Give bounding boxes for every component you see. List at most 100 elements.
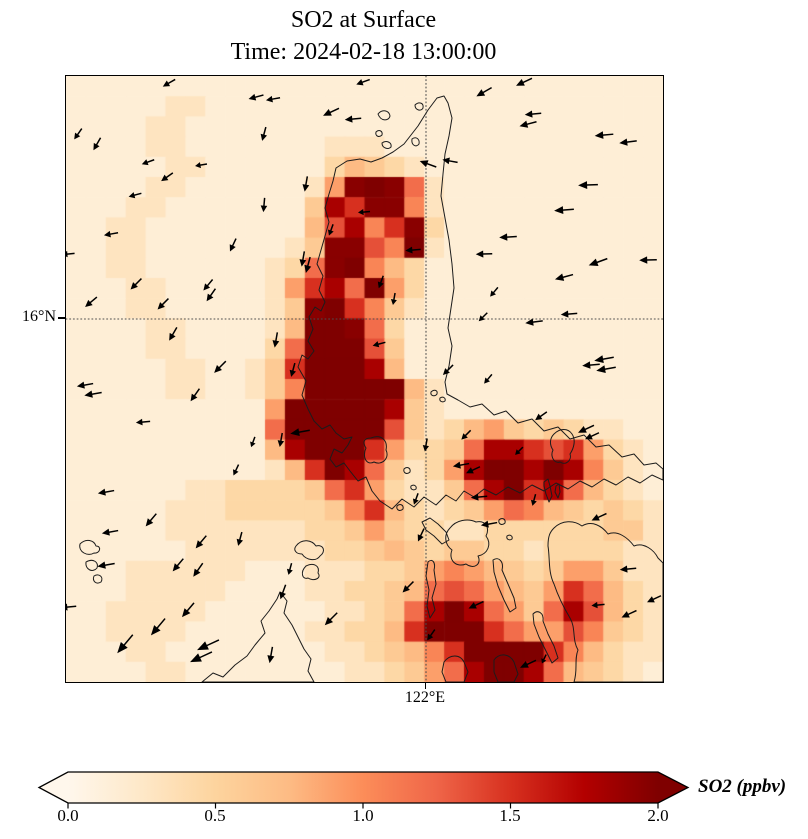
coastline	[414, 102, 424, 111]
wind-arrow	[128, 192, 142, 199]
coastline	[294, 540, 324, 561]
map-overlay	[66, 76, 663, 682]
coastlines	[79, 95, 663, 682]
colorbar-tick-2: 1.0	[352, 806, 374, 825]
wind-arrow	[161, 172, 174, 182]
wind-arrow	[103, 230, 119, 238]
colorbar	[37, 771, 690, 809]
wind-arrow	[594, 131, 614, 139]
wind-arrow	[195, 162, 208, 169]
coastline	[425, 559, 437, 619]
wind-arrow	[130, 278, 142, 290]
wind-arrow	[621, 609, 637, 618]
colorbar-tick-0: 0.0	[57, 806, 79, 825]
coastline	[554, 483, 561, 499]
wind-arrow	[97, 561, 115, 569]
wind-arrow	[478, 312, 488, 322]
wind-arrow	[195, 535, 207, 549]
wind-arrow	[466, 466, 481, 474]
wind-arrow	[560, 310, 578, 318]
wind-arrow	[554, 206, 574, 214]
wind-arrow	[535, 411, 548, 421]
coastline	[411, 137, 420, 147]
coastline	[498, 518, 506, 525]
wind-arrow	[236, 531, 244, 546]
coastline	[79, 539, 101, 555]
wind-arrow	[591, 512, 607, 521]
wind-arrow	[427, 629, 436, 641]
wind-arrow	[422, 438, 430, 452]
wind-arrow	[279, 584, 287, 600]
plot-title-line2: Time: 2024-02-18 13:00:00	[230, 39, 497, 65]
wind-arrow	[372, 341, 386, 348]
wind-arrow	[84, 390, 102, 398]
wind-arrow	[66, 250, 75, 258]
wind-arrow	[480, 520, 498, 528]
wind-arrow	[377, 275, 384, 289]
wind-arrow	[356, 78, 370, 86]
coastline	[381, 141, 392, 149]
wind-arrow	[248, 93, 264, 101]
wind-arrow	[405, 246, 421, 254]
coastline	[363, 436, 388, 464]
wind-arrow	[344, 115, 362, 123]
wind-arrow	[327, 224, 334, 236]
wind-arrow	[304, 256, 312, 273]
wind-arrow	[290, 428, 310, 437]
coastline	[441, 655, 469, 682]
coastline	[377, 110, 391, 121]
coastline	[85, 559, 98, 571]
wind-arrow	[596, 365, 616, 374]
wind-arrow	[475, 250, 493, 258]
coastline	[301, 563, 320, 581]
wind-arrow	[169, 326, 178, 341]
colorbar-label: SO2 (ppbv)	[698, 776, 787, 797]
wind-arrow	[203, 279, 214, 291]
wind-arrow	[419, 160, 437, 168]
x-tick-label: 122°E	[404, 689, 446, 706]
wind-arrow	[499, 233, 517, 241]
plot-title: SO2 at Surface Time: 2024-02-18 13:00:00	[65, 4, 662, 68]
wind-arrow	[594, 355, 614, 364]
wind-arrow	[525, 318, 543, 326]
wind-arrow	[229, 238, 237, 252]
wind-arrow	[162, 78, 176, 87]
wind-arrow	[639, 256, 657, 264]
colorbar-tick-3: 1.5	[499, 806, 521, 825]
wind-arrow	[66, 603, 77, 611]
wind-arrow	[647, 595, 662, 603]
wind-arrow	[515, 446, 524, 455]
wind-arrow	[214, 360, 227, 373]
colorbar-tick-4: 2.0	[647, 806, 669, 825]
wind-arrow	[85, 296, 98, 307]
wind-arrow	[74, 128, 83, 140]
wind-arrow	[233, 464, 240, 476]
coastline	[547, 521, 663, 682]
wind-arrow	[272, 332, 280, 348]
wind-arrow	[141, 159, 155, 166]
wind-arrow	[516, 77, 533, 86]
wind-arrow	[402, 581, 414, 593]
wind-arrow	[190, 651, 213, 663]
wind-arrow	[578, 181, 598, 189]
wind-arrow	[265, 95, 281, 103]
coastline	[445, 519, 490, 567]
wind-arrow	[324, 612, 338, 626]
wind-arrow	[260, 126, 268, 141]
wind-arrow	[193, 562, 204, 577]
wind-arrow	[260, 197, 268, 213]
coastline	[403, 467, 411, 474]
wind-arrow	[76, 381, 94, 389]
coastline	[506, 534, 513, 541]
coastline	[543, 478, 553, 503]
wind-arrow	[591, 601, 605, 609]
wind-arrow	[520, 659, 537, 668]
wind-arrow	[323, 107, 340, 116]
wind-arrow	[619, 565, 637, 573]
wind-arrow	[470, 493, 488, 501]
wind-arrow	[357, 209, 371, 216]
y-tick-label: 16°N	[22, 308, 56, 325]
coastline	[93, 574, 103, 584]
wind-arrow	[117, 634, 134, 654]
wind-arrow	[452, 461, 470, 469]
